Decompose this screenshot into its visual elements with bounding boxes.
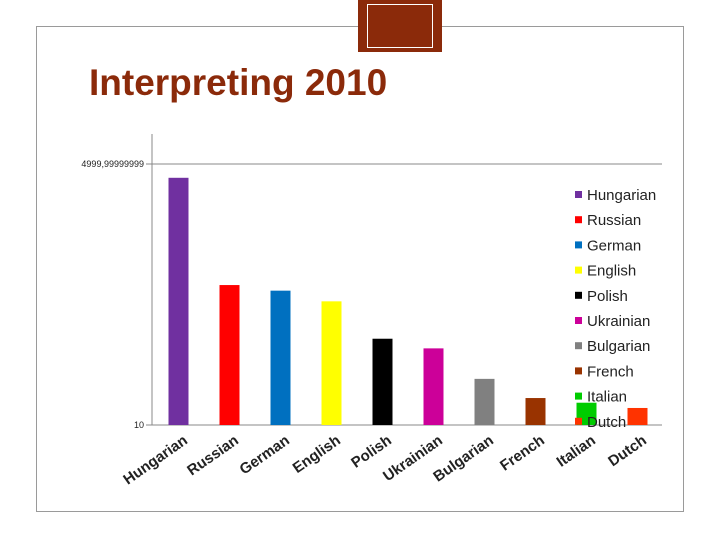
x-tick-label: French <box>497 432 548 475</box>
legend-label: Dutch <box>587 414 626 431</box>
bar-german <box>270 290 291 425</box>
legend-swatch <box>575 291 582 299</box>
title-decoration-block <box>358 0 442 52</box>
y-tick-label: 10 <box>134 420 144 430</box>
legend-swatch <box>575 317 582 324</box>
legend-label: Ukrainian <box>587 313 650 330</box>
bar-french <box>525 398 546 425</box>
legend-swatch <box>575 241 582 249</box>
x-tick-label: Dutch <box>605 432 650 470</box>
legend-swatch <box>575 191 582 198</box>
legend-swatch <box>575 266 582 274</box>
legend-swatch <box>575 216 582 224</box>
legend-label: Bulgarian <box>587 338 650 355</box>
legend-swatch <box>575 417 582 425</box>
legend-label: German <box>587 237 641 254</box>
x-tick-label: Russian <box>184 432 242 479</box>
bar-english <box>321 301 342 425</box>
x-tick-label: Hungarian <box>120 432 191 488</box>
legend-swatch <box>575 367 582 375</box>
legend-swatch <box>575 342 582 350</box>
bar-polish <box>372 338 393 425</box>
x-tick-label: Italian <box>553 432 598 471</box>
legend-label: Polish <box>587 288 628 305</box>
x-tick-label: German <box>237 432 293 478</box>
slide-title: Interpreting 2010 <box>89 62 388 103</box>
x-tick-label: English <box>290 432 344 477</box>
legend-label: French <box>587 363 634 380</box>
legend-label: Italian <box>587 389 627 406</box>
bar-ukrainian <box>423 348 444 425</box>
legend-swatch <box>575 392 582 400</box>
title-decoration-frame <box>367 4 433 48</box>
bar-hungarian <box>168 177 189 425</box>
axes: 4999,99999999 10 <box>81 134 153 430</box>
bar-bulgarian <box>474 378 495 425</box>
bar-dutch <box>627 407 648 425</box>
bar-russian <box>219 285 240 425</box>
bars <box>168 177 648 425</box>
y-tick-label: 4999,99999999 <box>81 159 144 169</box>
legend: Hungarian Russian German English Polish Ukrai… <box>575 187 656 431</box>
legend-label: Russian <box>587 212 641 229</box>
legend-label: English <box>587 263 636 280</box>
legend-label: Hungarian <box>587 187 656 204</box>
